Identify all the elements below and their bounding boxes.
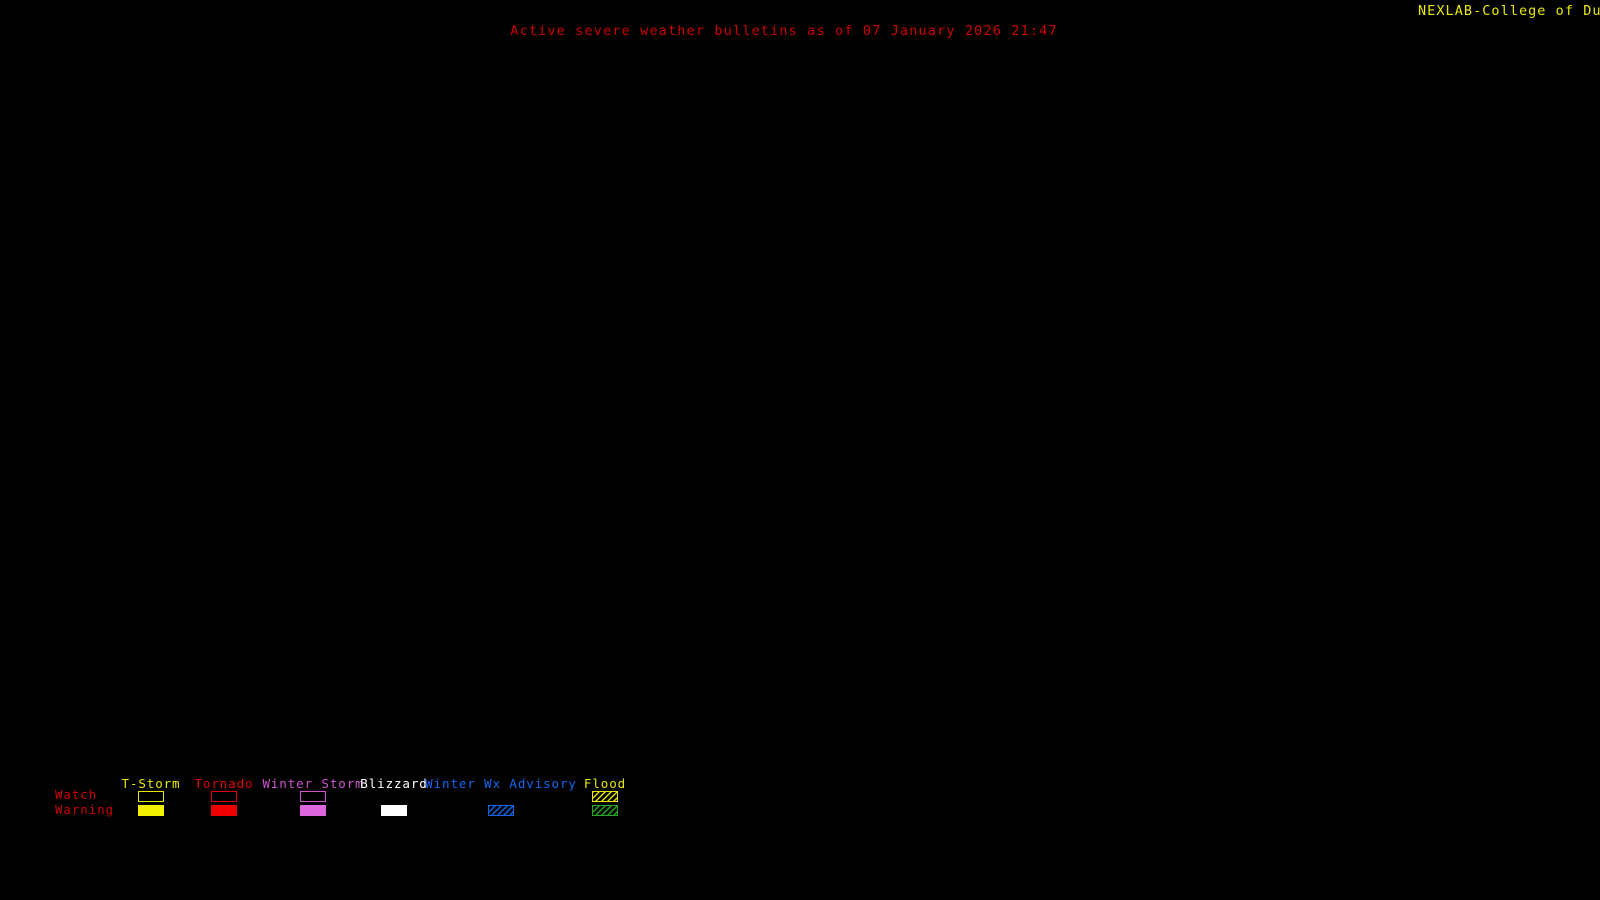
legend: Watch Warning T-Storm Tornado Winter Storm… xyxy=(0,776,1600,826)
legend-swatch-t-storm-warning xyxy=(138,805,164,816)
legend-row-label-warning: Warning xyxy=(55,802,114,817)
legend-label-flood: Flood xyxy=(583,776,627,791)
legend-swatch-flood-warning xyxy=(592,805,618,816)
legend-swatch-winter-storm-warning xyxy=(300,805,326,816)
brand-label: NEXLAB-College of DuPage xyxy=(1414,3,1600,19)
brand-text: NEXLAB-College of DuPage xyxy=(1418,3,1600,19)
legend-label-t-storm: T-Storm xyxy=(121,776,181,791)
title-bar: Active severe weather bulletins as of 07… xyxy=(0,20,1568,39)
page-title: Active severe weather bulletins as of 07… xyxy=(510,23,1058,39)
legend-label-tornado: Tornado xyxy=(194,776,254,791)
legend-label-winter-wx-advisory: Winter Wx Advisory xyxy=(425,776,577,791)
legend-swatch-tornado-watch xyxy=(211,791,237,802)
legend-swatch-winter-storm-watch xyxy=(300,791,326,802)
legend-label-blizzard: Blizzard xyxy=(360,776,428,791)
legend-swatch-blizzard-warning xyxy=(381,805,407,816)
legend-row-label-watch: Watch xyxy=(55,787,98,802)
legend-swatch-flood-watch xyxy=(592,791,618,802)
legend-swatch-t-storm-watch xyxy=(138,791,164,802)
legend-swatch-tornado-warning xyxy=(211,805,237,816)
legend-swatch-winter-wx-advisory-warning xyxy=(488,805,514,816)
legend-label-winter-storm: Winter Storm xyxy=(262,776,364,791)
weather-map-canvas[interactable] xyxy=(0,46,1600,776)
